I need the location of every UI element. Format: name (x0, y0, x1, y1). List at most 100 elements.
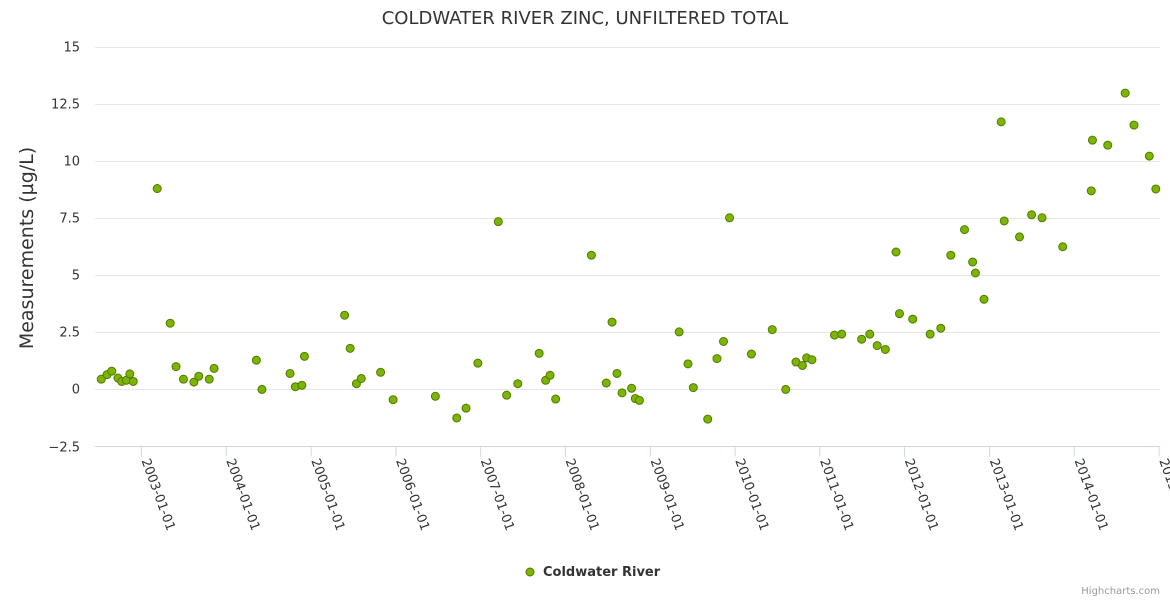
data-point[interactable] (781, 384, 791, 394)
data-point[interactable] (345, 343, 355, 353)
data-point[interactable] (1015, 232, 1025, 242)
data-point[interactable] (946, 250, 956, 260)
data-point[interactable] (767, 325, 777, 335)
x-tick-label: 2014-01-01 (1071, 457, 1111, 533)
data-point[interactable] (1144, 151, 1154, 161)
data-point[interactable] (502, 390, 512, 400)
data-point[interactable] (746, 349, 756, 359)
x-tick-label: 2011-01-01 (816, 457, 856, 533)
data-point[interactable] (607, 317, 617, 327)
data-point[interactable] (960, 225, 970, 235)
data-point[interactable] (257, 384, 267, 394)
data-point[interactable] (388, 395, 398, 405)
data-point[interactable] (865, 329, 875, 339)
data-point[interactable] (1151, 184, 1161, 194)
data-point[interactable] (627, 383, 637, 393)
data-point[interactable] (872, 341, 882, 351)
data-point[interactable] (894, 309, 904, 319)
data-point[interactable] (189, 377, 199, 387)
x-axis-ticks: 2003-01-01 2004-01-01 2005-01-01 2006-01-01… (138, 446, 1170, 533)
data-point[interactable] (996, 117, 1006, 127)
data-point[interactable] (340, 310, 350, 320)
data-point[interactable] (1120, 88, 1130, 98)
data-point[interactable] (152, 184, 162, 194)
data-point[interactable] (194, 371, 204, 381)
data-point[interactable] (612, 368, 622, 378)
data-point[interactable] (534, 348, 544, 358)
y-tick-label: 15 (63, 41, 80, 56)
data-point[interactable] (251, 355, 261, 365)
y-tick-label: 7.5 (59, 212, 80, 227)
y-axis-ticks: 15 12.5 10 7.5 5 2.5 0 −2.5 (48, 41, 80, 456)
data-point[interactable] (586, 250, 596, 260)
data-point[interactable] (209, 363, 219, 373)
data-point[interactable] (634, 395, 644, 405)
series-coldwater-river (96, 88, 1161, 424)
x-tick-label: 2003-01-01 (138, 457, 178, 533)
data-point[interactable] (1103, 140, 1113, 150)
data-point[interactable] (908, 314, 918, 324)
y-tick-label: 12.5 (51, 98, 80, 113)
data-point[interactable] (891, 247, 901, 257)
data-point[interactable] (719, 336, 729, 346)
data-point[interactable] (125, 369, 135, 379)
data-point[interactable] (688, 383, 698, 393)
data-point[interactable] (979, 294, 989, 304)
data-point[interactable] (430, 391, 440, 401)
data-point[interactable] (204, 374, 214, 384)
data-point[interactable] (452, 413, 462, 423)
data-point[interactable] (1058, 242, 1068, 252)
data-point[interactable] (925, 329, 935, 339)
data-point[interactable] (551, 394, 561, 404)
data-point[interactable] (601, 378, 611, 388)
data-point[interactable] (376, 367, 386, 377)
data-point[interactable] (128, 376, 138, 386)
data-point[interactable] (703, 414, 713, 424)
data-point[interactable] (171, 362, 181, 372)
data-point[interactable] (356, 373, 366, 383)
data-point[interactable] (880, 344, 890, 354)
x-tick-label: 2010-01-01 (731, 457, 771, 533)
data-point[interactable] (1027, 210, 1037, 220)
y-tick-label: 2.5 (59, 326, 80, 341)
data-point[interactable] (999, 216, 1009, 226)
data-point[interactable] (970, 268, 980, 278)
y-tick-label: 0 (72, 383, 80, 398)
data-point[interactable] (493, 217, 503, 227)
data-point[interactable] (165, 318, 175, 328)
y-tick-label: −2.5 (48, 441, 80, 456)
data-point[interactable] (96, 374, 106, 384)
data-point[interactable] (513, 379, 523, 389)
credits-link[interactable]: Highcharts.com (1081, 586, 1160, 597)
data-point[interactable] (545, 370, 555, 380)
data-point[interactable] (674, 327, 684, 337)
data-point[interactable] (178, 374, 188, 384)
x-tick-label: 2009-01-01 (647, 457, 687, 533)
data-point[interactable] (617, 388, 627, 398)
data-point[interactable] (837, 329, 847, 339)
data-point[interactable] (1086, 186, 1096, 196)
data-point[interactable] (1087, 135, 1097, 145)
x-tick-label: 2008-01-01 (562, 457, 602, 533)
data-point[interactable] (285, 368, 295, 378)
data-point[interactable] (1129, 120, 1139, 130)
data-point[interactable] (725, 213, 735, 223)
x-tick-label: 2004-01-01 (222, 457, 262, 533)
data-point[interactable] (936, 323, 946, 333)
data-point[interactable] (461, 403, 471, 413)
data-point[interactable] (299, 351, 309, 361)
data-point[interactable] (297, 380, 307, 390)
legend[interactable]: Coldwater River (525, 565, 661, 580)
data-point[interactable] (473, 358, 483, 368)
data-point[interactable] (107, 366, 117, 376)
data-point[interactable] (968, 257, 978, 267)
data-point[interactable] (1037, 213, 1047, 223)
data-point[interactable] (712, 354, 722, 364)
data-point[interactable] (807, 355, 817, 365)
x-tick-label: 2005-01-01 (307, 457, 347, 533)
data-point[interactable] (857, 334, 867, 344)
legend-label-coldwater-river[interactable]: Coldwater River (543, 565, 661, 580)
data-point[interactable] (683, 359, 693, 369)
data-point[interactable] (797, 360, 807, 370)
